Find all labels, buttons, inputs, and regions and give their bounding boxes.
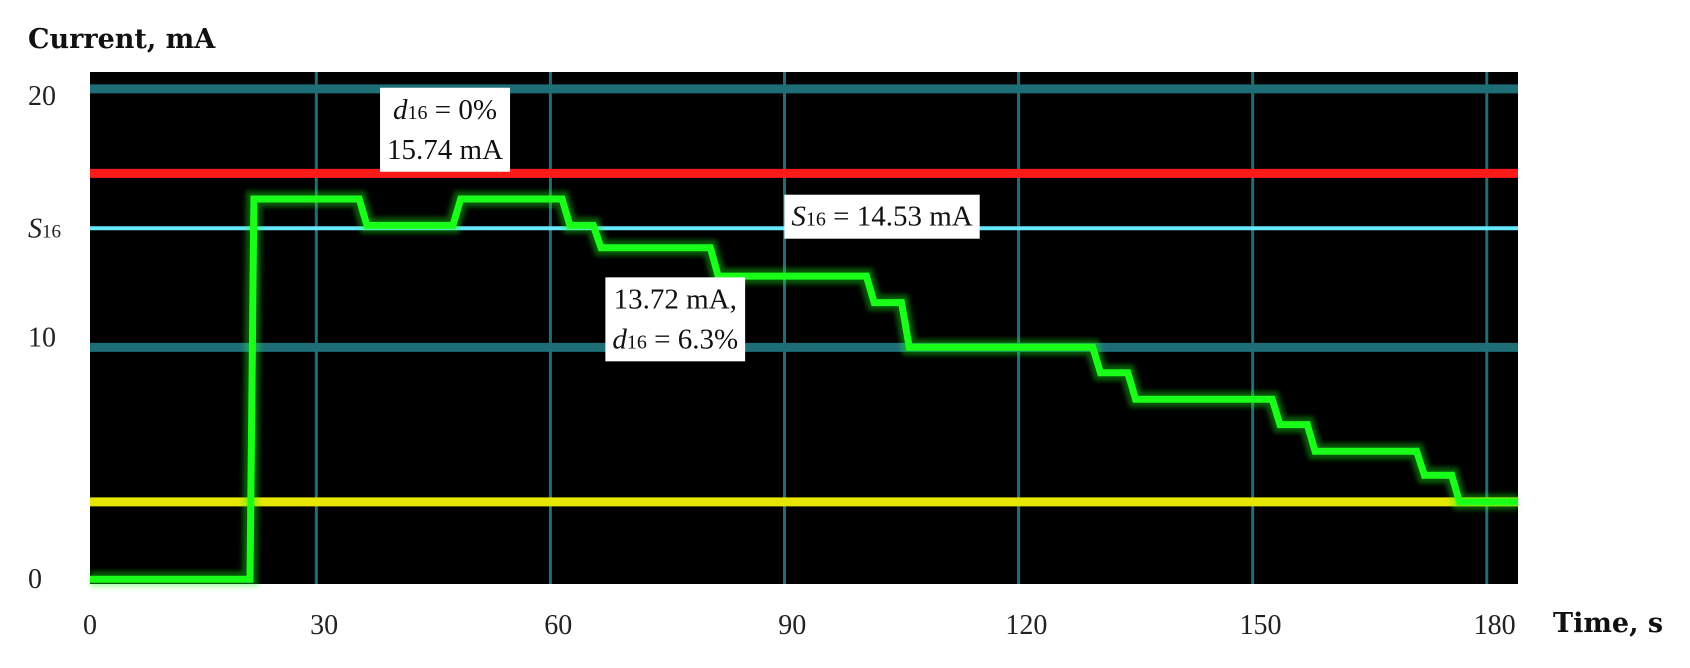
- annotation-3: 13.72 mA, d16 = 6.3%: [605, 277, 746, 362]
- annotation-2: S16 = 14.53 mA: [784, 194, 980, 239]
- x-tick-label: 90: [778, 610, 806, 641]
- x-ticks: 0 30 60 90 120 150 180: [83, 610, 1516, 641]
- y-axis-title: Current, mA: [28, 24, 216, 55]
- x-tick-label: 180: [1474, 610, 1516, 641]
- annotation-box: [784, 194, 980, 239]
- y-tick-label: S16: [28, 213, 61, 244]
- y-ticks: 0 10 S16 20: [28, 81, 61, 595]
- x-tick-label: 30: [310, 610, 338, 641]
- x-tick-label: 0: [83, 610, 97, 641]
- annotations: d16 = 0% 15.74 mA S16 = 14.53 mA 13.72 mA, d…: [380, 87, 980, 362]
- y-tick-label: 10: [28, 323, 56, 354]
- annotation-1: d16 = 0% 15.74 mA: [380, 87, 511, 172]
- y-tick-label: 0: [28, 564, 42, 595]
- x-tick-label: 120: [1005, 610, 1047, 641]
- annotation-line: 15.74 mA: [387, 134, 503, 166]
- annotation-line: S16 = 14.53 mA: [791, 201, 972, 233]
- annotation-line: d16 = 0%: [393, 94, 497, 126]
- x-tick-label: 150: [1239, 610, 1281, 641]
- annotation-line: d16 = 6.3%: [612, 323, 738, 355]
- x-axis-title: Time, s: [1553, 608, 1663, 639]
- y-tick-label: 20: [28, 81, 56, 112]
- annotation-box: [605, 277, 746, 362]
- series: [90, 191, 1518, 588]
- x-tick-label: 60: [544, 610, 572, 641]
- annotation-line: 13.72 mA,: [614, 283, 737, 315]
- series-line: [90, 195, 1518, 583]
- annotation-box: [380, 87, 511, 172]
